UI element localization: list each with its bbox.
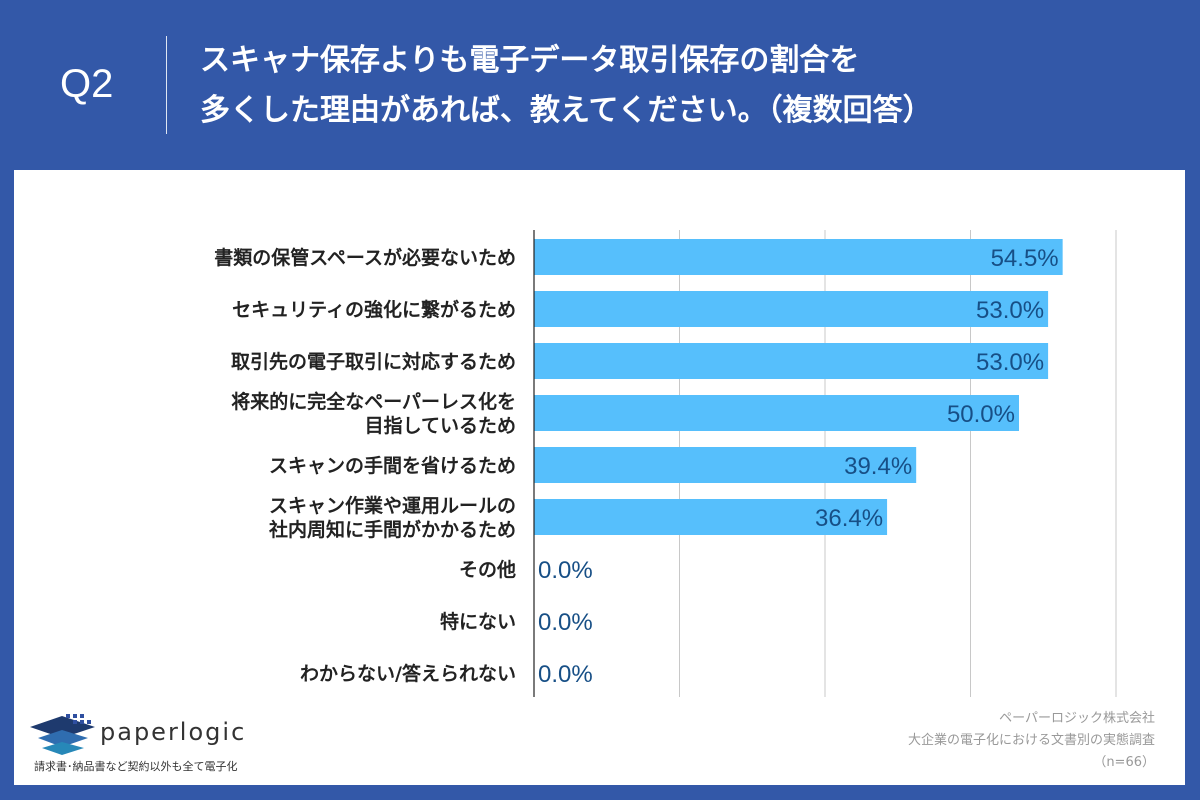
category-label: 取引先の電子取引に対応するため	[231, 350, 516, 373]
bar	[534, 395, 1019, 431]
data-label: 53.0%	[976, 297, 1044, 324]
data-label: 36.4%	[815, 505, 883, 532]
category-label: 将来的に完全なペーパーレス化を	[231, 390, 516, 413]
title-line-2: 多くした理由があれば、教えてください。（複数回答）	[200, 93, 933, 128]
logo-text: paperlogic	[100, 718, 247, 746]
source-survey: 大企業の電子化における文書別の実態調査	[907, 733, 1155, 748]
title-line-1: スキャナ保存よりも電子データ取引保存の割合を	[200, 43, 860, 78]
q-number: Q2	[60, 62, 114, 106]
data-label: 0.0%	[538, 557, 593, 584]
category-label: 特にない	[440, 611, 516, 633]
sample-size: （n=66）	[1093, 755, 1155, 770]
category-label: スキャンの手間を省けるため	[269, 454, 516, 477]
category-label: 社内周知に手間がかかるため	[268, 518, 516, 541]
tagline: 請求書･納品書など契約以外も全て電子化	[34, 760, 238, 773]
source-company: ペーパーロジック株式会社	[999, 711, 1155, 726]
category-label: スキャン作業や運用ルールの	[269, 494, 516, 517]
data-label: 50.0%	[947, 401, 1015, 428]
data-label: 39.4%	[844, 453, 912, 480]
category-label: その他	[459, 558, 516, 581]
header-divider	[166, 36, 167, 134]
bar	[534, 447, 917, 483]
bar	[534, 343, 1049, 379]
data-label: 0.0%	[538, 661, 593, 688]
data-label: 53.0%	[976, 349, 1044, 376]
category-label: わからない/答えられない	[300, 662, 516, 685]
source-note: ペーパーロジック株式会社 大企業の電子化における文書別の実態調査 （n=66）	[908, 708, 1155, 774]
category-label: 目指しているため	[365, 415, 516, 437]
category-label: セキュリティの強化に繋がるため	[232, 298, 516, 321]
bar	[534, 239, 1063, 275]
category-label: 書類の保管スペースが必要ないため	[214, 246, 516, 269]
data-label: 54.5%	[991, 245, 1059, 272]
page-title: スキャナ保存よりも電子データ取引保存の割合を 多くした理由があれば、教えてくださ…	[200, 36, 933, 136]
bar	[534, 499, 888, 535]
bar	[534, 291, 1049, 327]
data-label: 0.0%	[538, 609, 593, 636]
